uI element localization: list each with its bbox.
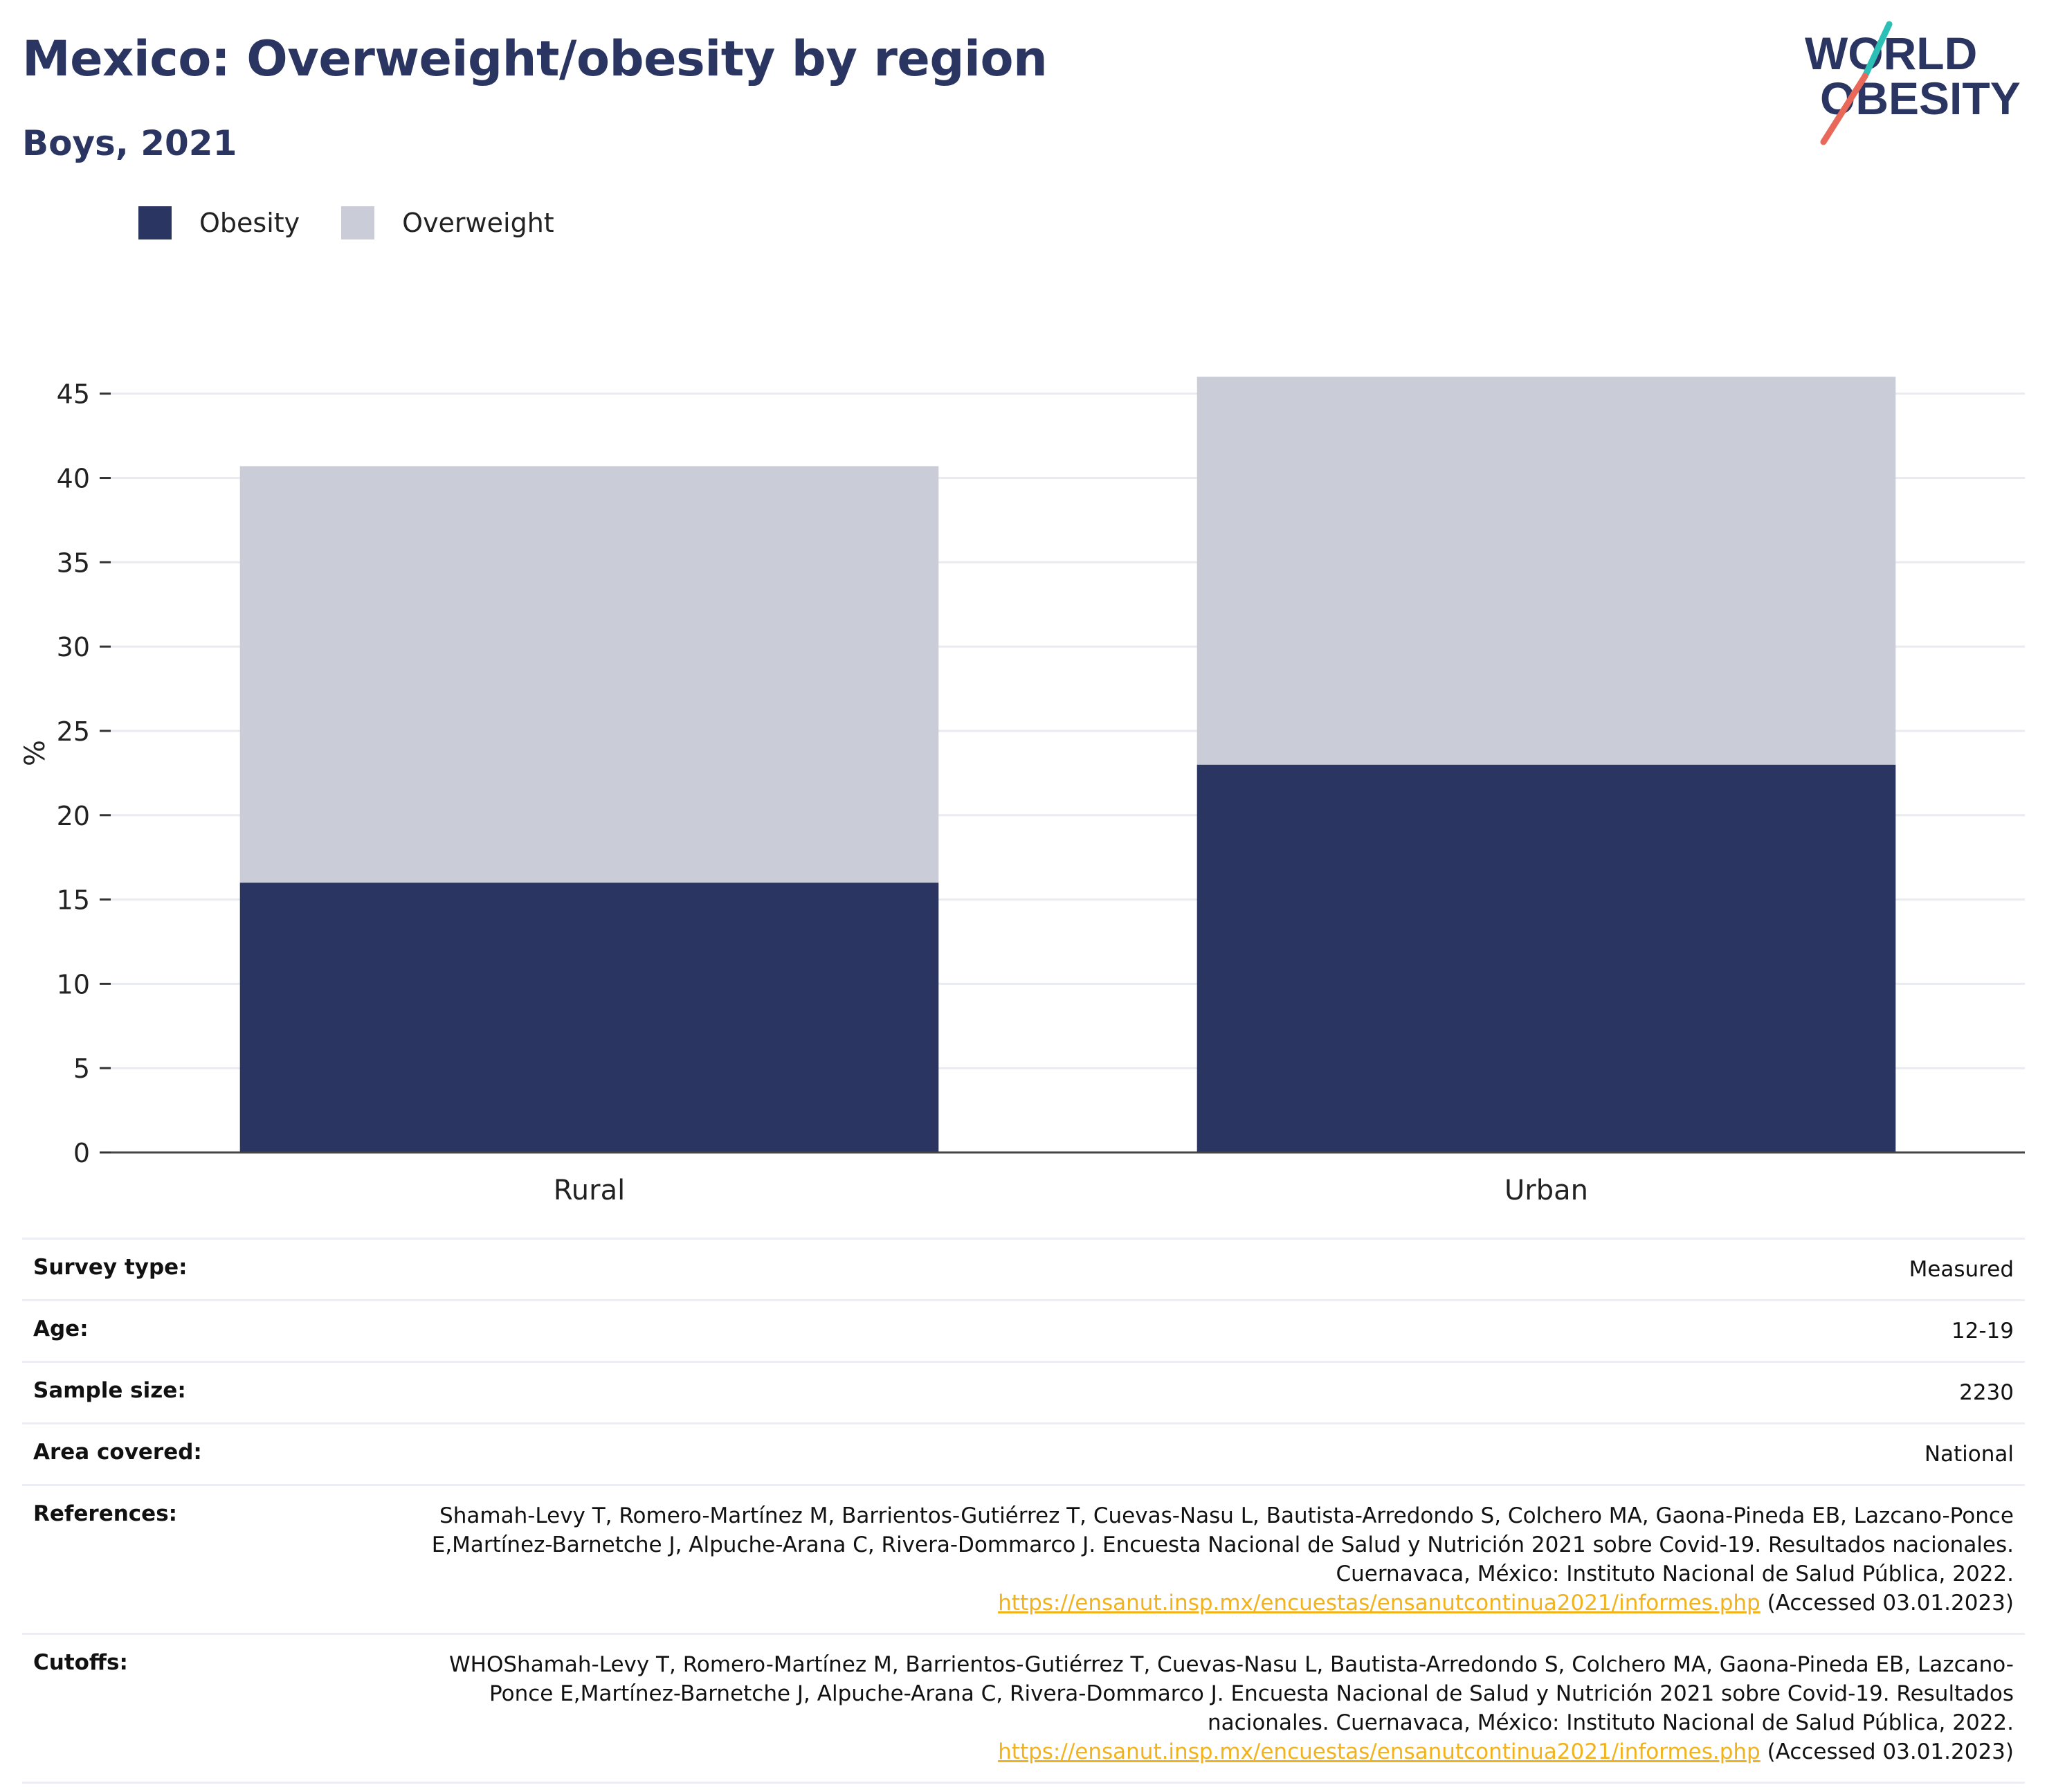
y-tick-label: 40 xyxy=(57,464,90,494)
y-tick-label: 5 xyxy=(73,1053,90,1084)
y-tick-label: 45 xyxy=(57,379,90,410)
cutoffs-citation: WHOShamah-Levy T, Romero-Martínez M, Bar… xyxy=(449,1652,2014,1735)
y-tick-label: 20 xyxy=(57,801,90,831)
legend-label-overweight: Overweight xyxy=(402,208,554,238)
bars xyxy=(239,377,1896,1152)
y-tick-label: 10 xyxy=(57,969,90,999)
legend-item-overweight[interactable]: Overweight xyxy=(341,206,554,239)
info-label: Cutoffs: xyxy=(33,1650,128,1675)
info-row-cutoffs: Cutoffs: WHOShamah-Levy T, Romero-Martín… xyxy=(22,1633,2025,1784)
cutoffs-accessed: (Accessed 03.01.2023) xyxy=(1760,1739,2014,1764)
bar-obesity-rural[interactable] xyxy=(239,883,939,1152)
references-link[interactable]: https://ensanut.insp.mx/encuestas/ensanu… xyxy=(998,1591,1761,1615)
info-value: Measured xyxy=(1909,1257,2014,1282)
legend-swatch-obesity xyxy=(138,206,172,239)
y-tick-label: 35 xyxy=(57,547,90,578)
info-row-area-covered: Area covered: National xyxy=(22,1422,2025,1484)
info-row-sample-size: Sample size: 2230 xyxy=(22,1361,2025,1422)
bar-overweight-urban[interactable] xyxy=(1197,377,1896,765)
world-obesity-logo: WORLD OBESITY xyxy=(1805,21,2021,145)
info-value: National xyxy=(1924,1442,2014,1467)
y-axis-label: % xyxy=(19,740,51,766)
y-tick-label: 25 xyxy=(57,716,90,747)
logo-line-1: WORLD xyxy=(1805,28,1977,79)
x-tick-label: Urban xyxy=(1504,1175,1588,1206)
info-label: Survey type: xyxy=(33,1255,188,1280)
cutoffs-link[interactable]: https://ensanut.insp.mx/encuestas/ensanu… xyxy=(998,1739,1761,1764)
references-text: Shamah-Levy T, Romero-Martínez M, Barrie… xyxy=(422,1501,2014,1618)
references-citation: Shamah-Levy T, Romero-Martínez M, Barrie… xyxy=(431,1503,2014,1586)
bar-obesity-urban[interactable] xyxy=(1197,764,1896,1152)
references-accessed: (Accessed 03.01.2023) xyxy=(1760,1591,2014,1615)
info-value: 12-19 xyxy=(1951,1319,2014,1343)
info-label: Sample size: xyxy=(33,1378,186,1403)
logo-slash-coral xyxy=(1820,73,1868,145)
x-tick-label: Rural xyxy=(554,1175,625,1206)
y-tick-label: 0 xyxy=(73,1138,90,1168)
logo-slash-teal xyxy=(1862,21,1893,80)
cutoffs-text: WHOShamah-Levy T, Romero-Martínez M, Bar… xyxy=(422,1650,2014,1766)
info-row-survey-type: Survey type: Measured xyxy=(22,1238,2025,1299)
chart-subtitle: Boys, 2021 xyxy=(22,123,237,163)
legend-swatch-overweight xyxy=(341,206,375,239)
info-label: Age: xyxy=(33,1316,89,1341)
info-row-references: References: Shamah-Levy T, Romero-Martín… xyxy=(22,1484,2025,1633)
bar-chart: 0 5 10 15 20 25 30 35 40 45 Rural Urban % xyxy=(19,377,2025,1206)
chart-legend: Obesity Overweight xyxy=(138,206,596,239)
info-label: Area covered: xyxy=(33,1440,202,1465)
y-axis: 0 5 10 15 20 25 30 35 40 45 xyxy=(57,379,111,1168)
bar-overweight-rural[interactable] xyxy=(239,466,939,883)
info-label: References: xyxy=(33,1501,178,1526)
survey-info-table: Survey type: Measured Age: 12-19 Sample … xyxy=(22,1238,2025,1784)
y-tick-label: 15 xyxy=(57,885,90,916)
info-row-age: Age: 12-19 xyxy=(22,1299,2025,1361)
y-tick-label: 30 xyxy=(57,632,90,662)
info-value: 2230 xyxy=(1959,1380,2014,1405)
x-axis: Rural Urban xyxy=(111,1151,2025,1206)
legend-label-obesity: Obesity xyxy=(199,208,300,238)
chart-title: Mexico: Overweight/obesity by region xyxy=(22,30,1048,87)
legend-item-obesity[interactable]: Obesity xyxy=(138,206,300,239)
